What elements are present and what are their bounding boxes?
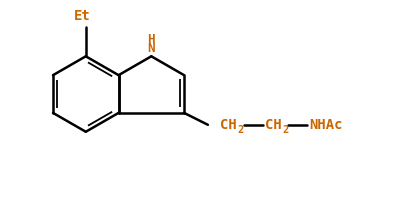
Text: 2: 2	[237, 125, 243, 135]
Text: Et: Et	[73, 8, 90, 22]
Text: NHAc: NHAc	[309, 118, 343, 132]
Text: H: H	[147, 33, 155, 46]
Text: CH: CH	[264, 118, 281, 132]
Text: CH: CH	[220, 118, 237, 132]
Text: N: N	[147, 42, 155, 55]
Text: 2: 2	[282, 125, 288, 135]
